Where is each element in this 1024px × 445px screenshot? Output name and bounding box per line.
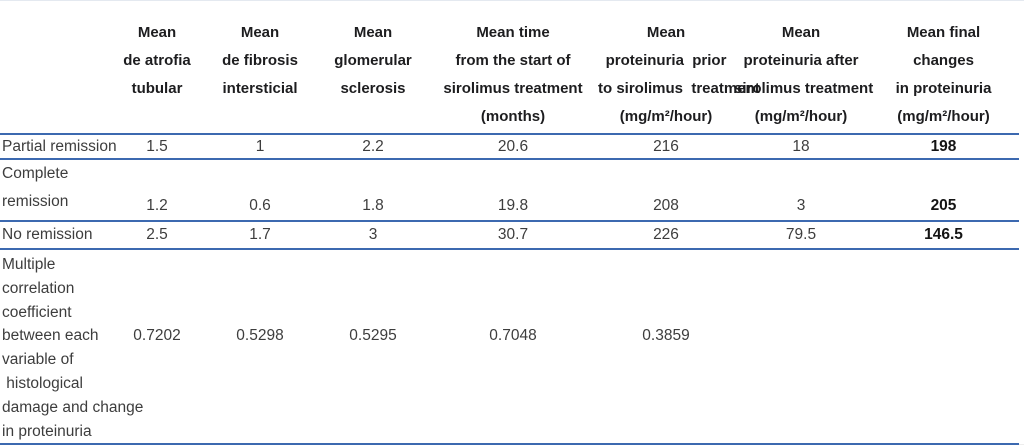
table-cell: 1.5: [112, 134, 202, 160]
table-cell: 1.2: [112, 159, 202, 222]
column-header-fibrosis-intersticial: Mean de fibrosis intersticial: [202, 1, 318, 135]
table-cell: 2.5: [112, 221, 202, 250]
table-cell: 0.5295: [318, 249, 428, 445]
table-cell: [868, 249, 1019, 445]
table-cell: 0.7202: [112, 249, 202, 445]
table-row-partial-remission: Partial remission 1.5 1 2.2 20.6 216 18 …: [0, 134, 1019, 160]
table-cell: 1.7: [202, 221, 318, 250]
table-cell: 30.7: [428, 221, 598, 250]
row-label: Partial remission: [0, 134, 117, 160]
table-cell: 0.3859: [598, 249, 734, 445]
table-cell-final: 198: [868, 134, 1019, 160]
table-header: Mean de atrofia tubular Mean de fibrosis…: [0, 1, 1019, 135]
table-row-complete-remission: Complete remission 1.2 0.6 1.8 19.8 208 …: [0, 159, 1019, 222]
table-cell-final: 205: [868, 159, 1019, 222]
table-cell: 3: [318, 221, 428, 250]
table-cell: 3: [734, 159, 868, 222]
column-header-proteinuria-prior: Mean proteinuria prior to sirolimus trea…: [598, 1, 760, 135]
table-cell: 19.8: [428, 159, 598, 222]
row-label: Complete remission: [0, 159, 112, 222]
table-cell: [734, 249, 868, 445]
column-header-proteinuria-after: Mean proteinuria after sirolimus treatme…: [734, 1, 873, 135]
row-label: Multiple correlation coefficient between…: [0, 249, 143, 445]
table-cell: 1.8: [318, 159, 428, 222]
table-cell: 216: [598, 134, 734, 160]
table-cell: 208: [598, 159, 734, 222]
table-row-correlation-coefficient: Multiple correlation coefficient between…: [0, 249, 1019, 445]
row-label: No remission: [0, 221, 112, 250]
table-cell: 1: [202, 134, 318, 160]
column-header-atrofia-tubular: Mean de atrofia tubular: [112, 1, 202, 135]
table-cell: 226: [598, 221, 734, 250]
table-row-no-remission: No remission 2.5 1.7 3 30.7 226 79.5 146…: [0, 221, 1019, 250]
table-cell: 2.2: [318, 134, 428, 160]
table-cell: 79.5: [734, 221, 868, 250]
column-header-empty: [0, 1, 112, 135]
table-cell: 20.6: [428, 134, 598, 160]
column-header-time-from-treatment: Mean time from the start of sirolimus tr…: [428, 1, 598, 135]
table-cell: 0.6: [202, 159, 318, 222]
table-cell: 0.7048: [428, 249, 598, 445]
column-header-final-changes: Mean final changes in proteinuria (mg/m²…: [868, 1, 1019, 135]
table-cell: 18: [734, 134, 868, 160]
column-header-glomerular-sclerosis: Mean glomerular sclerosis: [318, 1, 428, 135]
table-cell: 0.5298: [202, 249, 318, 445]
table-cell-final: 146.5: [868, 221, 1019, 250]
